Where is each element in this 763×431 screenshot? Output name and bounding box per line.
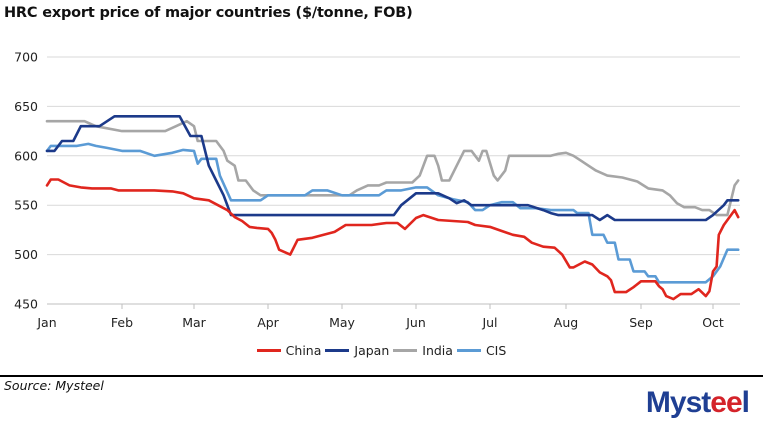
legend-item-china: China [256, 343, 322, 358]
x-axis [47, 303, 740, 309]
x-tick-label: Jan [36, 315, 56, 330]
footer-divider [0, 375, 763, 377]
x-tick-label: Apr [257, 315, 279, 330]
legend-item-japan: Japan [325, 343, 389, 358]
legend-swatch-japan [325, 349, 350, 352]
legend-item-cis: CIS [456, 343, 507, 358]
legend-label-cis: CIS [485, 343, 507, 358]
legend-swatch-india [393, 349, 418, 352]
series-line-china [45, 178, 740, 301]
x-tick-label: Feb [111, 315, 133, 330]
legend-label-japan: Japan [354, 343, 390, 358]
x-tick-label: Mar [182, 315, 206, 330]
y-tick-label: 550 [14, 198, 38, 213]
x-tick-label: Sep [629, 315, 653, 330]
legend: China Japan India CIS [0, 343, 763, 358]
legend-label-china: China [285, 343, 322, 358]
x-tick-label: Jun [405, 315, 426, 330]
legend-item-india: India [393, 343, 453, 358]
series-line-india [45, 119, 740, 217]
legend-swatch-cis [456, 349, 481, 352]
x-tick-label: Oct [702, 315, 724, 330]
y-tick-label: 600 [14, 148, 38, 163]
series-lines [45, 115, 740, 301]
x-tick-label: Jul [481, 315, 497, 330]
x-tick-label: Aug [554, 315, 578, 330]
y-axis-labels: 450 500 550 600 650 700 [14, 50, 38, 312]
y-tick-label: 700 [14, 50, 38, 65]
x-tick-label: May [329, 315, 355, 330]
y-tick-label: 450 [14, 297, 38, 312]
series-line-japan [45, 115, 740, 222]
x-axis-labels: Jan Feb Mar Apr May Jun Jul Aug Sep Oct [36, 315, 724, 330]
y-tick-label: 500 [14, 247, 38, 262]
series-line-cis [45, 142, 740, 284]
chart-title: HRC export price of major countries ($/t… [4, 5, 413, 21]
y-tick-label: 650 [14, 99, 38, 114]
source-note: Source: Mysteel [4, 378, 104, 393]
mysteel-logo: Mysteel [645, 386, 750, 419]
legend-swatch-china [256, 349, 281, 352]
legend-label-india: India [422, 343, 453, 358]
gridlines [47, 56, 740, 256]
line-chart: 450 500 550 600 650 700 Jan Feb Mar Apr May Jun Jul… [14, 50, 740, 330]
